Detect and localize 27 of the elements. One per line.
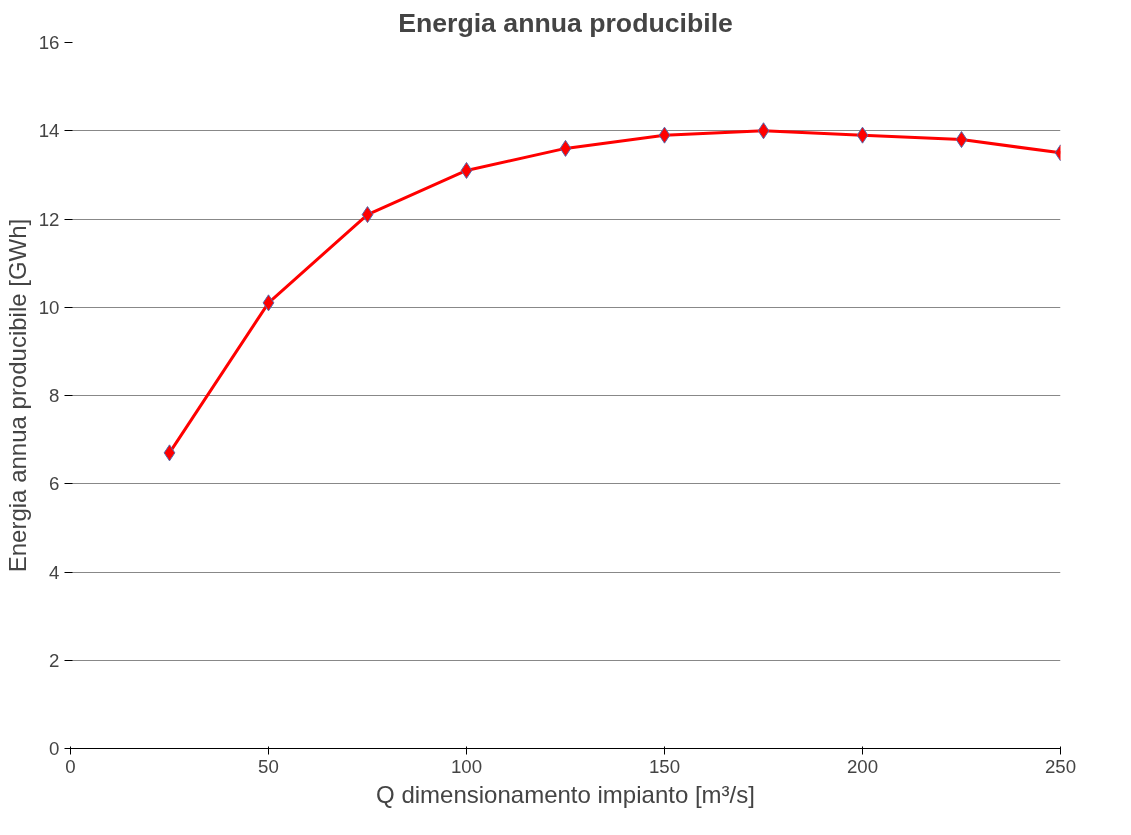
y-tick-label: 0 [49, 738, 60, 759]
point [460, 161, 473, 179]
y-tick-label: 2 [49, 649, 60, 671]
point [757, 122, 770, 140]
point [361, 206, 374, 224]
y-axis-title: Energia annua producibile [GWh] [3, 218, 31, 573]
y-tick-label: 10 [38, 296, 60, 318]
x-tick-label: 100 [450, 755, 483, 777]
x-tick-label: 50 [258, 755, 279, 777]
x-tick-label: 250 [1044, 755, 1077, 777]
point [658, 126, 671, 144]
point [163, 444, 176, 462]
x-axis-title: Q dimensionamento impianto [m³/s] [376, 780, 755, 808]
y-tick-label: 16 [38, 32, 60, 53]
x-tick-label: 0 [65, 755, 76, 777]
chart-title: Energia annua producibile [398, 7, 733, 38]
point [955, 131, 968, 149]
point [856, 126, 869, 144]
y-tick-label: 12 [38, 208, 60, 230]
y-tick-label: 14 [38, 120, 60, 142]
x-tick-label: 200 [846, 755, 879, 777]
point [262, 294, 275, 312]
y-tick-label: 6 [49, 473, 60, 495]
y-tick-label: 4 [49, 561, 60, 583]
y-tick-label: 8 [49, 385, 60, 406]
x-tick-label: 150 [648, 755, 681, 777]
point [559, 139, 572, 157]
